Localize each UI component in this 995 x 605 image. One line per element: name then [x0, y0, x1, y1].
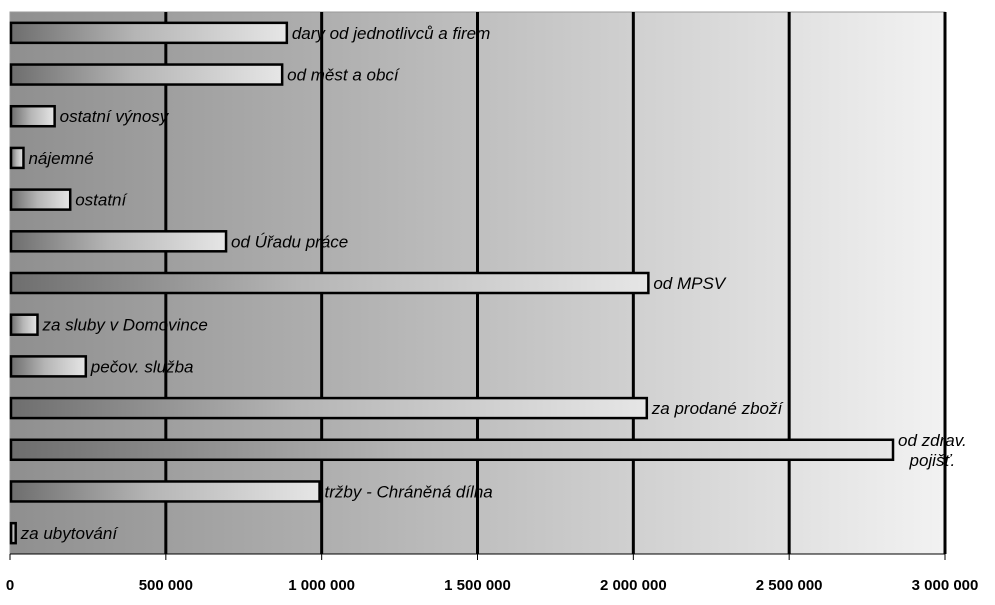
bar-label: dary od jednotlivců a firem — [292, 24, 490, 43]
bar — [9, 480, 321, 503]
bar-label: od měst a obcí — [287, 66, 401, 85]
x-tick-label: 2 000 000 — [600, 577, 667, 594]
bar-label: pečov. služba — [90, 357, 194, 376]
x-axis: 0 500 000 1 000 000 1 500 000 2 000 000 2 500… — [6, 553, 979, 594]
bar — [9, 313, 39, 336]
x-tick-label: 0 — [6, 577, 14, 594]
bar — [9, 230, 228, 253]
bar — [9, 396, 649, 420]
bar-label: ostatní — [75, 191, 128, 210]
bar-label: za prodané zboží — [651, 399, 785, 418]
bar — [9, 146, 25, 170]
bar — [9, 63, 284, 86]
bar — [9, 21, 289, 45]
gridlines — [164, 12, 947, 554]
bar — [9, 271, 650, 295]
x-tick-label: 500 000 — [139, 577, 193, 594]
x-tick-label: 1 500 000 — [444, 577, 511, 594]
bar-labels: dary od jednotlivců a firem od měst a obc… — [20, 24, 967, 543]
bar-label: nájemné — [28, 149, 93, 168]
bar-label: od zdrav. pojišť. — [898, 431, 967, 470]
x-tick-label: 3 000 000 — [912, 577, 979, 594]
bar — [9, 104, 56, 128]
bar-label: od Úřadu práce — [231, 232, 348, 251]
bar-label: od MPSV — [653, 274, 726, 293]
bar-label: za ubytování — [20, 524, 120, 543]
x-tick-label: 2 500 000 — [756, 577, 823, 594]
bar-label: za sluby v Domovince — [41, 316, 207, 335]
x-tick-label: 1 000 000 — [288, 577, 355, 594]
bar — [9, 188, 72, 211]
bar — [9, 521, 17, 545]
bar — [9, 438, 895, 462]
bars — [9, 21, 895, 545]
bar — [9, 355, 88, 378]
bar-label: tržby - Chráněná dílna — [325, 482, 493, 501]
bar-label: ostatní výnosy — [60, 107, 170, 126]
